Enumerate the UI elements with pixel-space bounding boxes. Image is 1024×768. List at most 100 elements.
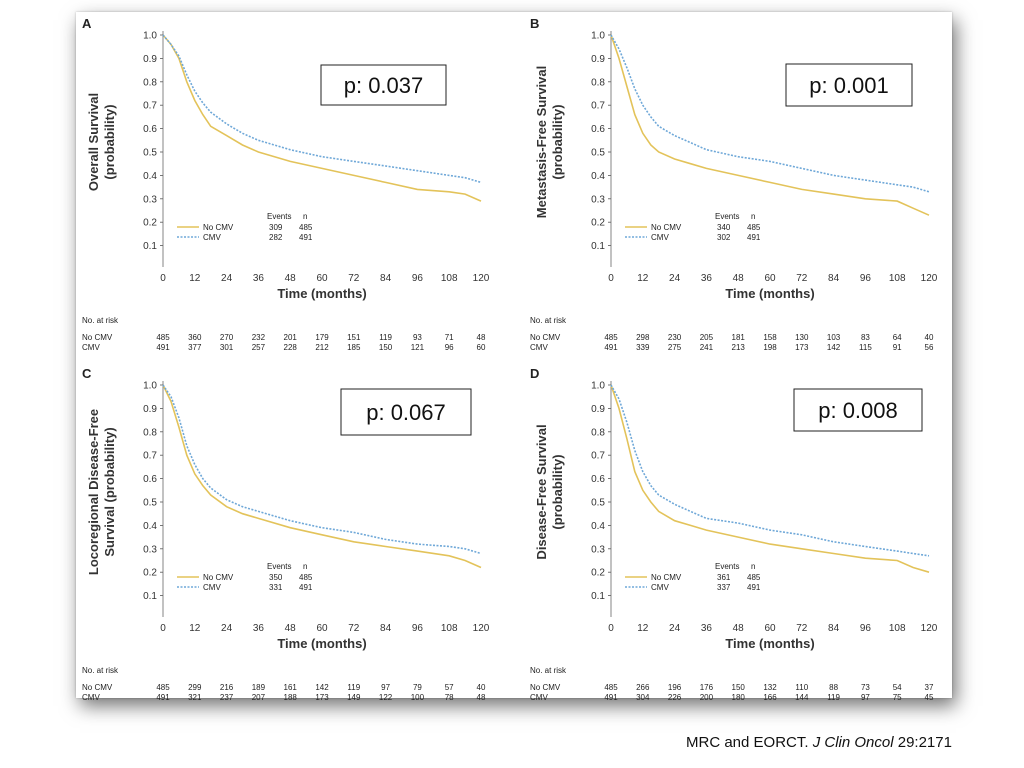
x-tick-label: 72 <box>796 273 808 284</box>
risk-value: 45 <box>925 693 934 702</box>
risk-row-label: No CMV <box>530 333 561 342</box>
chart-svg: C Locoregional Disease-Free Survival (prob… <box>82 366 490 702</box>
x-tick-label: 72 <box>348 623 360 634</box>
risk-value: 71 <box>445 333 454 342</box>
km-panel-b: B Metastasis-Free Survival (probability) 0.… <box>524 12 962 355</box>
risk-value: 257 <box>252 343 266 352</box>
legend-header-n: n <box>303 562 307 571</box>
y-tick-label: 0.6 <box>143 474 157 485</box>
x-tick-label: 24 <box>221 623 233 634</box>
x-tick-label: 48 <box>733 623 745 634</box>
risk-value: 185 <box>347 343 361 352</box>
x-tick-label: 48 <box>285 273 297 284</box>
panel-letter: C <box>82 366 92 381</box>
y-tick-label: 1.0 <box>591 31 605 42</box>
risk-value: 103 <box>827 333 841 342</box>
risk-value: 176 <box>700 683 714 692</box>
risk-value: 119 <box>379 333 392 342</box>
risk-value: 100 <box>411 693 425 702</box>
risk-value: 150 <box>732 683 746 692</box>
x-tick-label: 120 <box>921 273 938 284</box>
legend-header-n: n <box>751 562 755 571</box>
risk-value: 230 <box>668 333 682 342</box>
citation-journal: J Clin Oncol <box>812 734 894 751</box>
y-axis-label: Locoregional Disease-Free <box>86 409 101 575</box>
risk-value: 37 <box>925 683 934 692</box>
y-axis-label: Disease-Free Survival <box>534 424 549 559</box>
y-tick-label: 0.7 <box>591 101 605 112</box>
y-tick-label: 0.9 <box>591 404 605 415</box>
y-tick-label: 0.5 <box>591 148 605 159</box>
y-tick-label: 0.8 <box>591 427 605 438</box>
risk-value: 179 <box>315 333 329 342</box>
risk-value: 491 <box>156 693 170 702</box>
risk-value: 216 <box>220 683 234 692</box>
legend-n: 491 <box>299 583 313 592</box>
p-value-text: p: 0.001 <box>809 73 889 98</box>
risk-row-label: CMV <box>530 343 548 352</box>
y-tick-label: 1.0 <box>591 381 605 392</box>
legend-events: 331 <box>269 583 283 592</box>
x-tick-label: 108 <box>441 623 458 634</box>
series-line-cmv <box>610 34 930 193</box>
risk-value: 321 <box>188 693 202 702</box>
y-axis-label: Metastasis-Free Survival <box>534 66 549 218</box>
risk-value: 485 <box>604 683 618 692</box>
risk-value: 40 <box>925 333 934 342</box>
risk-value: 88 <box>829 683 838 692</box>
x-tick-label: 12 <box>637 273 649 284</box>
x-tick-label: 84 <box>828 273 840 284</box>
legend-header-events: Events <box>715 212 739 221</box>
y-axis-label: (probability) <box>102 104 117 179</box>
risk-value: 198 <box>763 343 777 352</box>
legend-n: 485 <box>299 223 313 232</box>
y-tick-label: 0.1 <box>591 591 605 602</box>
y-tick-label: 0.8 <box>591 77 605 88</box>
x-tick-label: 36 <box>701 273 713 284</box>
legend-n: 491 <box>747 583 761 592</box>
x-axis-label: Time (months) <box>277 636 366 651</box>
risk-value: 237 <box>220 693 234 702</box>
risk-value: 266 <box>636 683 650 692</box>
risk-table-title: No. at risk <box>82 666 119 675</box>
risk-value: 189 <box>252 683 266 692</box>
figure-card: A Overall Survival (probability) 0.1 0.2 0.3 0… <box>76 12 952 702</box>
x-tick-label: 0 <box>608 623 614 634</box>
legend-events: 337 <box>717 583 731 592</box>
legend-n: 485 <box>747 573 761 582</box>
risk-value: 40 <box>477 683 486 692</box>
y-tick-label: 0.6 <box>143 124 157 135</box>
legend-label: No CMV <box>203 223 234 232</box>
risk-value: 110 <box>795 683 808 692</box>
y-tick-label: 0.1 <box>143 241 157 252</box>
legend-n: 485 <box>299 573 313 582</box>
risk-value: 196 <box>668 683 682 692</box>
y-tick-label: 0.3 <box>143 544 157 555</box>
y-tick-label: 0.1 <box>143 591 157 602</box>
x-tick-label: 24 <box>669 623 681 634</box>
risk-row-label: No CMV <box>82 683 113 692</box>
y-tick-label: 0.9 <box>143 404 157 415</box>
x-tick-label: 108 <box>889 623 906 634</box>
risk-value: 132 <box>763 683 777 692</box>
risk-row-label: CMV <box>82 693 100 702</box>
y-tick-label: 0.3 <box>591 544 605 555</box>
risk-value: 142 <box>315 683 329 692</box>
risk-value: 75 <box>893 693 902 702</box>
x-tick-label: 0 <box>160 623 166 634</box>
series-line-no-cmv <box>162 34 482 202</box>
risk-value: 79 <box>413 683 422 692</box>
risk-value: 60 <box>477 343 486 352</box>
citation-volume: 29:2171 <box>893 734 952 751</box>
risk-value: 78 <box>445 693 454 702</box>
legend-header-events: Events <box>715 562 739 571</box>
risk-value: 212 <box>315 343 329 352</box>
y-tick-label: 0.7 <box>143 101 157 112</box>
x-tick-label: 96 <box>412 273 424 284</box>
risk-value: 83 <box>861 333 870 342</box>
y-tick-label: 0.7 <box>143 451 157 462</box>
y-tick-label: 0.5 <box>143 148 157 159</box>
x-tick-label: 24 <box>669 273 681 284</box>
risk-value: 91 <box>893 343 902 352</box>
x-tick-label: 84 <box>380 623 392 634</box>
